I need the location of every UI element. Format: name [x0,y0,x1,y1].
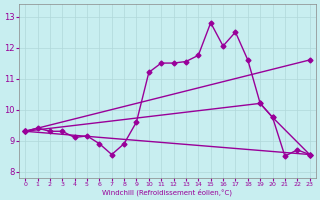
X-axis label: Windchill (Refroidissement éolien,°C): Windchill (Refroidissement éolien,°C) [102,188,232,196]
